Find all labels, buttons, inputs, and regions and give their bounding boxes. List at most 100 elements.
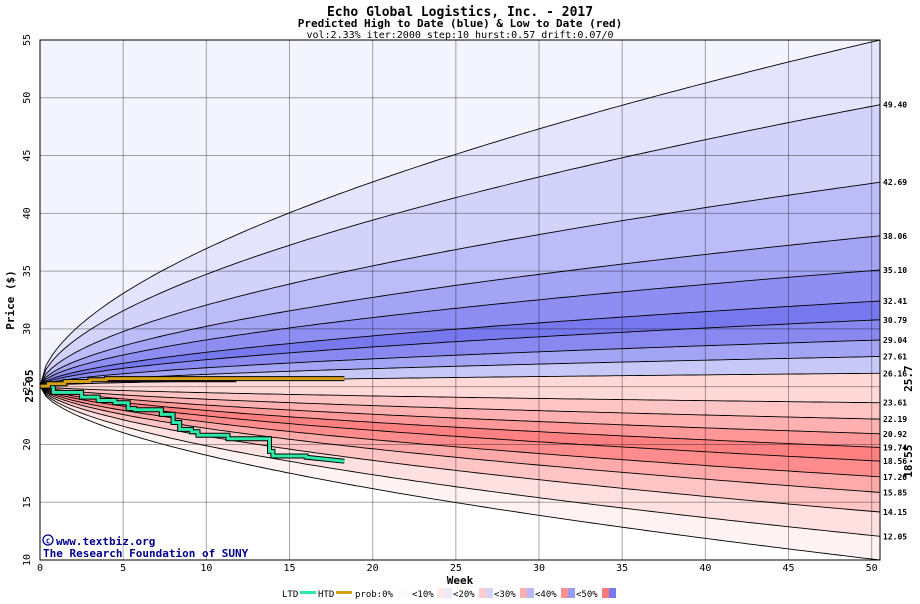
y-tick-label: 45 — [22, 150, 33, 162]
ltd-series — [40, 384, 345, 463]
legend-htd-swatch — [336, 591, 352, 594]
legend-ltd-swatch — [300, 591, 316, 594]
legend-bin5-swatch-red — [602, 588, 609, 598]
percentile-band — [40, 40, 880, 387]
percentile-band — [40, 386, 880, 462]
credit: C www.textbiz.org The Research Foundatio… — [42, 534, 249, 560]
legend-bin5-swatch-blue — [609, 588, 616, 598]
percentile-curve — [39, 385, 881, 478]
credit-org: The Research Foundation of SUNY — [43, 547, 249, 560]
right-percentile-label: 20.92 — [883, 430, 907, 439]
ltd-end-label: 18.55 — [902, 445, 915, 478]
right-percentile-label: 14.15 — [883, 508, 907, 517]
right-percentile-label: 12.05 — [883, 532, 907, 541]
y-tick-labels: 10 15 20 25 30 35 40 45 50 55 — [22, 34, 33, 566]
x-axis-label: Week — [447, 574, 474, 587]
percentile-band — [40, 235, 880, 387]
legend-bin3-swatch-blue — [527, 588, 534, 598]
right-percentile-label: 26.16 — [883, 369, 907, 378]
legend-bin3-label: <30% — [494, 590, 516, 600]
percentile-curve — [39, 319, 881, 387]
chart-title: Echo Global Logistics, Inc. - 2017 — [327, 5, 593, 20]
x-tick-labels: 0 5 10 15 20 25 30 35 40 45 50 — [37, 563, 878, 574]
x-tick-label: 35 — [616, 563, 628, 574]
y-tick-label: 30 — [22, 323, 33, 335]
right-percentile-label: 19.74 — [883, 443, 907, 452]
legend-bin5-label: <50% — [576, 590, 598, 600]
x-tick-label: 50 — [866, 563, 878, 574]
credit-url: www.textbiz.org — [56, 535, 155, 548]
right-percentile-label: 23.61 — [883, 399, 907, 408]
percentile-curve — [39, 356, 881, 387]
y-tick-label: 15 — [22, 496, 33, 508]
percentile-curve — [39, 269, 881, 387]
copyright-icon — [42, 534, 54, 546]
legend-ltd-label: LTD — [282, 590, 298, 600]
y-axis-label: Price ($) — [4, 270, 17, 330]
right-percentile-label: 49.40 — [883, 101, 907, 110]
percentile-curve — [39, 39, 881, 387]
right-percentile-labels: 49.40 42.69 38.06 35.10 32.41 30.79 29.04 27.61… — [883, 101, 907, 542]
percentile-band — [40, 386, 880, 537]
percentile-curve — [39, 385, 881, 448]
percentile-band — [40, 386, 880, 512]
percentile-curve — [39, 385, 881, 420]
copyright-icon-glyph: C — [46, 538, 50, 546]
percentile-band — [40, 319, 880, 387]
legend-prob-label: prob:0% — [355, 590, 394, 600]
percentile-band — [40, 386, 880, 493]
right-percentile-label: 15.85 — [883, 488, 907, 497]
right-percentile-label: 29.04 — [883, 336, 907, 345]
percentile-band — [40, 386, 880, 560]
percentile-curve — [39, 339, 881, 387]
percentile-band — [40, 386, 880, 434]
percentile-band — [40, 386, 880, 448]
y-tick-label: 40 — [22, 207, 33, 219]
legend-bin4-label: <40% — [535, 590, 557, 600]
percentile-band — [40, 104, 880, 387]
legend-htd-label: HTD — [318, 590, 334, 600]
right-percentile-label: 17.20 — [883, 473, 907, 482]
percentile-curve — [39, 181, 881, 387]
legend-bin3-swatch-red — [520, 588, 527, 598]
percentile-band — [40, 270, 880, 387]
percentile-band — [40, 301, 880, 387]
y-tick-label: 20 — [22, 438, 33, 450]
percentile-band — [40, 340, 880, 387]
htd-end-label: 25.7 — [902, 365, 915, 392]
legend-bin1-label: <10% — [412, 590, 434, 600]
x-tick-label: 45 — [782, 563, 794, 574]
legend-bin2-swatch-blue — [486, 588, 493, 598]
percentile-curve — [39, 104, 881, 387]
x-tick-label: 25 — [450, 563, 462, 574]
plot-frame — [39, 39, 881, 561]
legend-bin1-swatch-blue — [445, 588, 452, 598]
x-tick-label: 15 — [283, 563, 295, 574]
right-percentile-label: 30.79 — [883, 316, 907, 325]
right-percentile-label: 18.56 — [883, 457, 907, 466]
x-tick-label: 20 — [367, 563, 379, 574]
y-tick-label: 10 — [22, 554, 33, 566]
right-percentile-label: 32.41 — [883, 297, 907, 306]
start-price-label: 25.05 — [23, 370, 36, 403]
y-tick-label: 35 — [22, 265, 33, 277]
legend-bin4-swatch-blue — [568, 588, 575, 598]
x-tick-label: 5 — [120, 563, 126, 574]
percentile-curve — [39, 385, 881, 462]
x-tick-label: 10 — [200, 563, 212, 574]
right-percentile-label: 42.69 — [883, 178, 907, 187]
right-percentile-label: 27.61 — [883, 353, 907, 362]
right-percentile-label: 38.06 — [883, 232, 907, 241]
x-tick-label: 40 — [699, 563, 711, 574]
legend-bin2-swatch-red — [479, 588, 486, 598]
legend-bin2-label: <20% — [453, 590, 475, 600]
htd-series — [40, 377, 345, 388]
y-tick-label: 50 — [22, 92, 33, 104]
percentile-band — [40, 386, 880, 477]
path-series — [40, 376, 345, 464]
legend: LTD HTD prob:0% <10% <20% <30% <40% <50% — [282, 588, 616, 600]
y-tick-label: 55 — [22, 34, 33, 46]
chart-params: vol:2.33% iter:2000 step:10 hurst:0.57 d… — [306, 30, 613, 41]
percentile-band — [40, 182, 880, 387]
